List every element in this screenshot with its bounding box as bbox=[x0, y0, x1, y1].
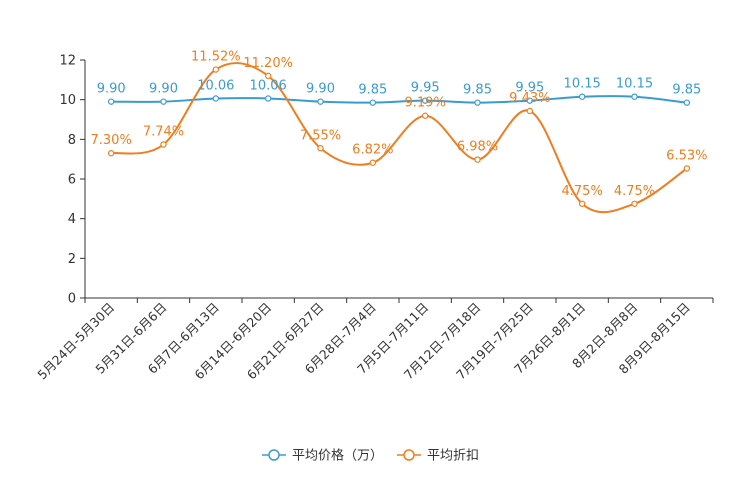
data-point-0[interactable] bbox=[421, 97, 429, 104]
data-label-0: 9.85 bbox=[463, 83, 492, 98]
data-label-1: 9.19% bbox=[405, 96, 446, 111]
data-point-1[interactable] bbox=[683, 165, 691, 172]
data-point-0[interactable] bbox=[683, 99, 691, 106]
data-point-1[interactable] bbox=[578, 200, 586, 207]
legend-item-0[interactable]: 平均价格（万） bbox=[262, 448, 383, 464]
data-label-1: 4.75% bbox=[614, 184, 655, 199]
data-label-0: 10.15 bbox=[616, 77, 653, 92]
data-label-1: 11.52% bbox=[191, 50, 241, 65]
data-point-0[interactable] bbox=[160, 98, 167, 105]
y-tick-label: 10 bbox=[59, 93, 76, 108]
data-point-0[interactable] bbox=[107, 98, 115, 105]
data-label-1: 11.20% bbox=[243, 56, 293, 71]
data-point-0[interactable] bbox=[526, 97, 534, 104]
y-tick-label: 6 bbox=[68, 173, 76, 188]
data-point-1[interactable] bbox=[264, 72, 272, 80]
data-point-1[interactable] bbox=[212, 66, 220, 73]
data-label-1: 6.53% bbox=[666, 148, 707, 163]
data-point-0[interactable] bbox=[631, 93, 638, 100]
data-point-1[interactable] bbox=[421, 112, 429, 119]
data-point-0[interactable] bbox=[578, 93, 586, 100]
data-label-0: 10.15 bbox=[564, 77, 601, 92]
data-label-1: 7.55% bbox=[300, 128, 341, 143]
data-label-0: 10.06 bbox=[197, 78, 234, 93]
data-label-0: 9.90 bbox=[149, 82, 178, 97]
data-label-1: 6.98% bbox=[457, 140, 498, 155]
data-label-0: 9.90 bbox=[97, 82, 126, 97]
data-label-0: 9.95 bbox=[411, 81, 440, 96]
data-point-0[interactable] bbox=[264, 95, 272, 102]
y-tick-label: 0 bbox=[68, 292, 76, 307]
data-labels: 9.90 9.90 10.06 10.06 9.90 9.85 9.95 9.85 9.95 10… bbox=[91, 50, 708, 199]
data-label-0: 9.95 bbox=[515, 81, 544, 96]
data-label-1: 7.74% bbox=[143, 124, 184, 139]
y-tick-label: 8 bbox=[68, 133, 76, 148]
data-label-0: 9.85 bbox=[672, 83, 701, 98]
y-tick-label: 12 bbox=[59, 54, 76, 69]
legend-marker-icon bbox=[403, 449, 415, 461]
series-points bbox=[107, 66, 691, 207]
data-label-0: 9.85 bbox=[358, 83, 387, 98]
data-point-1[interactable] bbox=[526, 107, 534, 115]
legend-label: 平均折扣 bbox=[427, 449, 479, 464]
y-tick-label: 4 bbox=[68, 212, 76, 227]
series-line-0 bbox=[111, 95, 687, 104]
data-point-1[interactable] bbox=[317, 145, 324, 152]
data-label-0: 9.90 bbox=[306, 82, 335, 97]
legend-marker-icon bbox=[268, 449, 280, 461]
data-point-0[interactable] bbox=[474, 99, 481, 106]
data-label-1: 4.75% bbox=[562, 184, 603, 199]
y-tick-label: 2 bbox=[68, 252, 76, 267]
data-point-1[interactable] bbox=[160, 141, 167, 148]
data-label-0: 10.06 bbox=[250, 78, 287, 93]
data-label-1: 6.82% bbox=[352, 143, 393, 158]
data-point-0[interactable] bbox=[317, 98, 324, 105]
data-label-1: 9.43% bbox=[509, 91, 550, 106]
data-point-1[interactable] bbox=[631, 200, 638, 207]
data-point-1[interactable] bbox=[107, 150, 115, 157]
chart-legend[interactable]: 平均价格（万） 平均折扣 bbox=[262, 448, 479, 464]
data-point-0[interactable] bbox=[369, 99, 377, 106]
data-label-1: 7.30% bbox=[91, 133, 132, 148]
data-point-1[interactable] bbox=[474, 156, 481, 163]
data-point-1[interactable] bbox=[369, 159, 377, 166]
legend-item-1[interactable]: 平均折扣 bbox=[397, 449, 479, 464]
data-point-0[interactable] bbox=[212, 95, 220, 102]
legend-label: 平均价格（万） bbox=[292, 448, 383, 464]
